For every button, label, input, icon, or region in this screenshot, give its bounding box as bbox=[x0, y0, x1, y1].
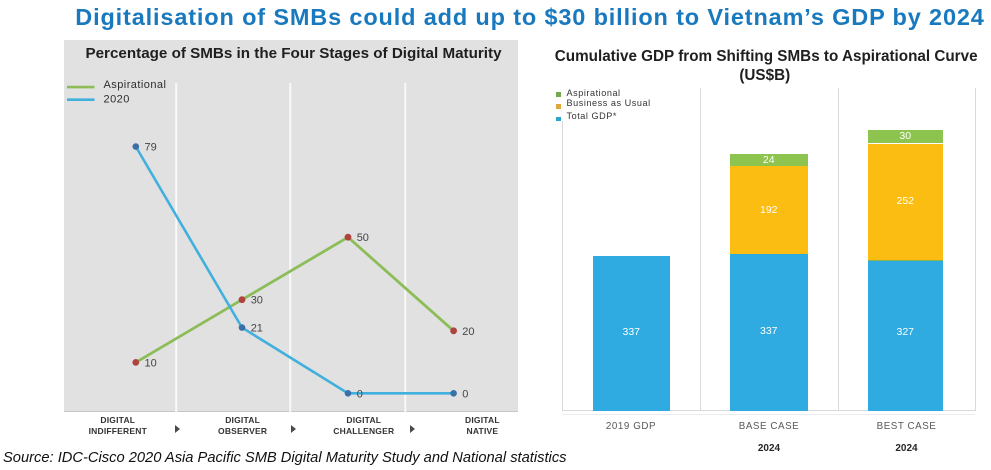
svg-text:79: 79 bbox=[145, 142, 157, 154]
svg-text:Aspirational: Aspirational bbox=[104, 79, 167, 91]
svg-text:20: 20 bbox=[462, 326, 474, 338]
svg-text:0: 0 bbox=[462, 388, 468, 400]
svg-text:21: 21 bbox=[251, 323, 263, 335]
svg-text:2020: 2020 bbox=[104, 94, 130, 106]
svg-text:50: 50 bbox=[357, 232, 369, 244]
svg-text:0: 0 bbox=[357, 388, 363, 400]
svg-text:10: 10 bbox=[145, 357, 157, 369]
svg-text:30: 30 bbox=[251, 295, 263, 307]
